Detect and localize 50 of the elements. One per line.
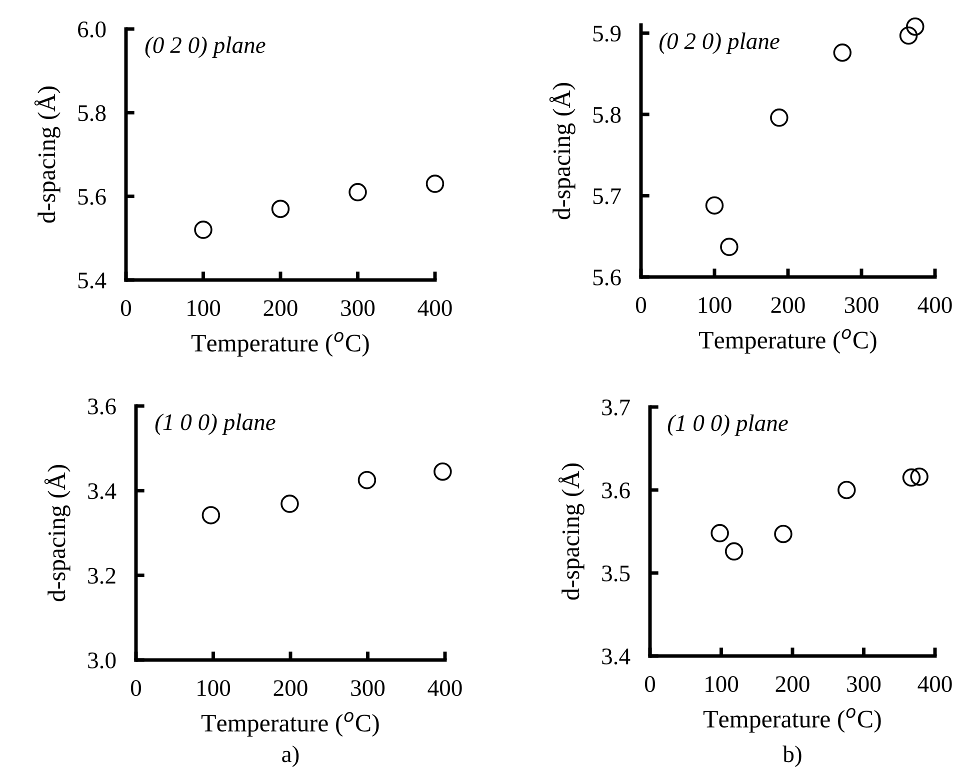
annotation: (0 2 0) plane [145,36,266,58]
text: b) [782,746,802,767]
y-tick-label: 3.6 [88,398,116,415]
y-tick-label: 5.8 [593,106,621,123]
x-tick-label: 0 [130,680,142,696]
annotation: (1 0 0) plane [155,414,276,436]
x-tick-label: 0 [120,300,132,316]
y-tick-label: 3.6 [602,482,630,499]
annotation: (1 0 0) plane [668,414,788,436]
y-tick-label: 3.4 [88,483,116,500]
x-tick-label: 200 [274,680,308,696]
y-tick-label: 3.2 [88,568,116,584]
x-tick-label: 400 [418,300,452,316]
x-tick-label: 100 [706,676,738,692]
x-tick-label: 0 [636,297,646,314]
x-tick-label: 300 [844,297,878,314]
x-tick-label: 200 [771,297,805,314]
y-axis-title: d-spacing (Å) [44,465,70,602]
y-axis-title: d-spacing (Å) [34,86,60,223]
x-tick-label: 300 [341,300,375,316]
y-tick-label: 3.5 [602,566,630,582]
y-tick-label: 5.9 [593,26,621,42]
x-tick-label: 300 [847,676,881,692]
x-tick-label: 100 [188,300,220,316]
x-tick-label: 400 [428,680,462,696]
y-axis-title: d-spacing (Å) [549,83,576,220]
x-tick-label: 400 [918,297,952,314]
y-tick-label: 5.8 [78,105,106,122]
x-axis-title: Temperature ($^{o}$C) [201,712,379,737]
x-axis-title: Temperature ($^{o}$C) [191,332,369,357]
y-tick-label: 5.6 [78,188,106,205]
y-tick-label: 5.4 [78,272,106,289]
y-tick-label: 6.0 [78,21,106,38]
y-tick-label: 3.0 [88,652,116,669]
x-tick-label: 300 [351,680,385,696]
y-tick-label: 3.7 [602,400,630,416]
x-axis-title: Temperature ($^{o}$C) [698,328,876,354]
x-tick-label: 0 [644,676,656,692]
y-axis-title: d-spacing (Å) [558,464,584,600]
annotation: (0 2 0) plane [659,32,780,54]
y-tick-label: 3.4 [602,648,630,665]
x-tick-label: 200 [264,300,298,316]
text: a) [282,746,299,767]
x-tick-label: 200 [776,676,810,692]
y-tick-label: 5.6 [593,270,621,286]
x-axis-title: Temperature ($^{o}$C) [703,708,881,733]
x-tick-label: 100 [698,297,732,314]
x-tick-label: 100 [198,680,230,696]
y-tick-label: 5.7 [593,188,621,204]
x-tick-label: 400 [918,676,952,692]
